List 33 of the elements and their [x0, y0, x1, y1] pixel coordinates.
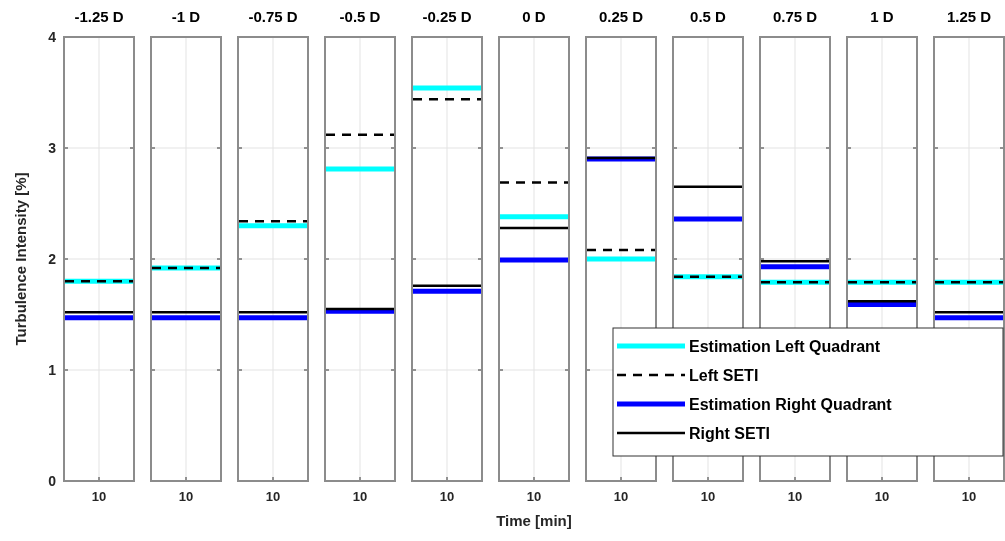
chart-title: 0.25 D [598, 8, 644, 25]
chart-title: -1 D [171, 8, 201, 25]
y-axis-title: Turbulence Intensity [%] [12, 172, 29, 346]
chart-title: -1.25 D [74, 8, 124, 25]
chart-title: -0.75 D [248, 8, 298, 25]
y-tick-label: 3 [48, 139, 57, 156]
chart-title: -0.25 D [422, 8, 472, 25]
x-tick-label: 10 [613, 489, 629, 504]
chart-title: 1.25 D [946, 8, 992, 25]
legend-label: Estimation Right Quadrant [689, 395, 893, 413]
x-tick-label: 10 [700, 489, 716, 504]
y-tick-label: 4 [48, 28, 57, 45]
legend-label: Left SETI [689, 366, 759, 384]
x-tick-label: 10 [526, 489, 542, 504]
legend-label: Right SETI [689, 424, 770, 442]
legend-label: Estimation Left Quadrant [689, 337, 881, 355]
x-tick-label: 10 [787, 489, 803, 504]
x-tick-label: 10 [265, 489, 281, 504]
x-tick-label: 10 [874, 489, 890, 504]
x-tick-label: 10 [961, 489, 977, 504]
y-tick-label: 1 [48, 361, 57, 378]
chart-title: 0 D [522, 8, 546, 25]
y-tick-label: 2 [48, 250, 57, 267]
x-tick-label: 10 [178, 489, 194, 504]
y-tick-label: 0 [48, 472, 57, 489]
chart-title: -0.5 D [339, 8, 381, 25]
chart-title: 0.75 D [772, 8, 818, 25]
x-tick-label: 10 [352, 489, 368, 504]
x-tick-label: 10 [91, 489, 107, 504]
x-tick-label: 10 [439, 489, 455, 504]
chart-title: 1 D [870, 8, 894, 25]
x-axis-title: Time [min] [496, 512, 572, 529]
chart-title: 0.5 D [690, 8, 727, 25]
